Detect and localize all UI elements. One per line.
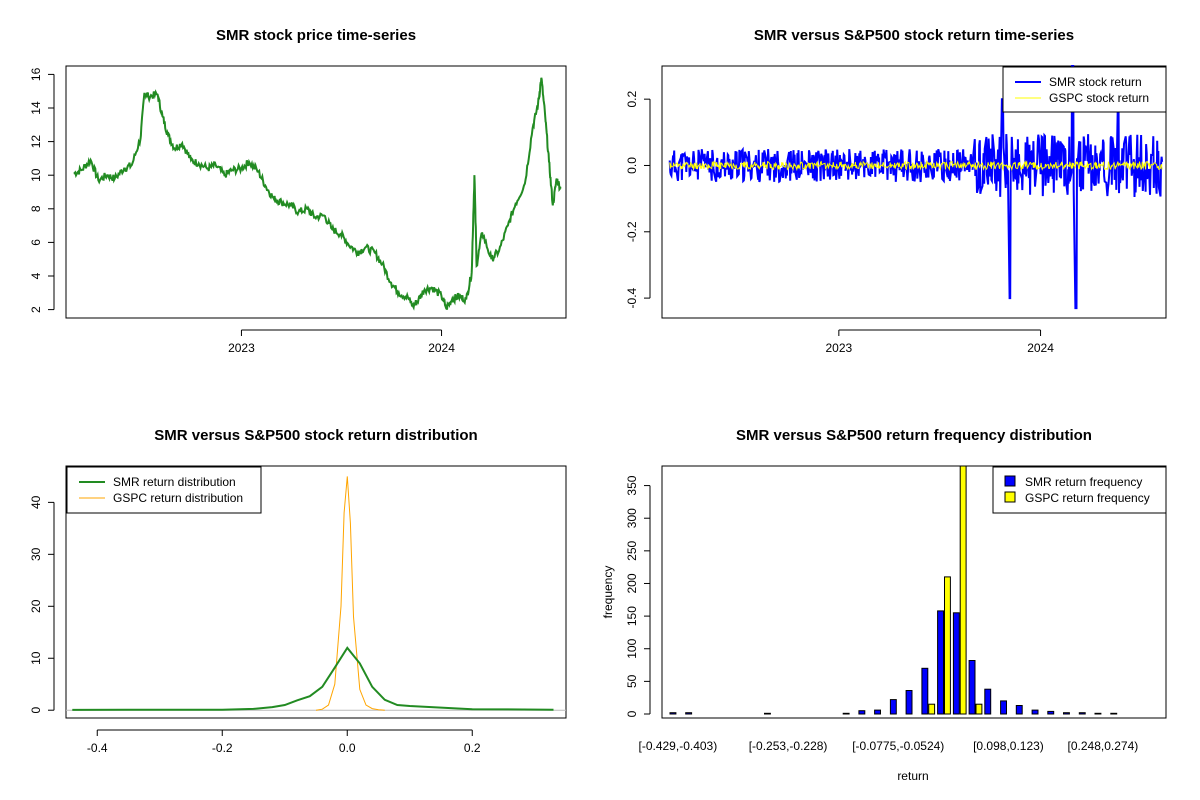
smr-freq-bar: [984, 688, 992, 715]
x-tick-label: [-0.0775,-0.0524): [852, 739, 944, 753]
gspc-freq-bar: [944, 576, 951, 715]
x-axis-title-return: return: [897, 769, 928, 783]
smr-freq-bar: [858, 710, 866, 715]
y-tick-label: -0.2: [625, 221, 639, 242]
legend-swatch-smr-freq: [1004, 475, 1016, 487]
y-tick-label: 0: [625, 710, 639, 717]
smr-freq-bar: [968, 660, 976, 715]
smr-freq-bar: [921, 667, 929, 715]
y-tick-label: 4: [29, 272, 43, 279]
smr-freq-bar: [1063, 712, 1070, 715]
smr-freq-bar: [1110, 712, 1118, 715]
legend-box-4: [992, 466, 1167, 514]
y-tick-label: -0.4: [625, 287, 639, 308]
gspc-return-line: [669, 159, 1163, 172]
plot-frame-3: [65, 465, 567, 719]
x-tick-label: 0.2: [464, 741, 481, 755]
y-tick-label: 0: [29, 707, 43, 714]
y-tick-label: 300: [625, 508, 639, 528]
legend-label-gspc-density: GSPC return distribution: [113, 491, 243, 505]
gspc-freq-bar: [975, 703, 983, 715]
y-tick-label: 350: [625, 475, 639, 495]
y-tick-label: 150: [625, 606, 639, 626]
smr-freq-bar: [952, 612, 960, 715]
smr-freq-bar: [1047, 710, 1055, 715]
y-tick-label: 0.0: [625, 157, 639, 174]
x-tick-label: 2024: [1027, 341, 1054, 355]
smr-freq-bar: [1015, 705, 1023, 715]
plot-frame-4: [661, 465, 1167, 719]
y-tick-label: 2: [29, 306, 43, 313]
y-tick-label: 10: [29, 651, 43, 665]
x-tick-label: 0.0: [339, 741, 356, 755]
y-tick-label: 14: [29, 101, 43, 115]
smr-freq-bar: [1078, 712, 1086, 715]
y-tick-label: 6: [29, 239, 43, 246]
legend-swatch-gspc-freq: [1004, 491, 1016, 503]
y-tick-label: 40: [29, 495, 43, 509]
legend-box-3: [66, 466, 262, 514]
smr-freq-bar: [842, 712, 850, 715]
y-tick-label: 0.2: [625, 90, 639, 107]
y-tick-label: 8: [29, 205, 43, 212]
y-tick-label: 16: [29, 67, 43, 81]
y-tick-label: 250: [625, 541, 639, 561]
y-tick-label: 200: [625, 573, 639, 593]
x-tick-label: 2023: [228, 341, 255, 355]
smr-freq-bar: [1031, 709, 1039, 715]
legend-label-smr-density: SMR return distribution: [113, 475, 236, 489]
plot-frame-1: [65, 65, 567, 319]
smr-freq-bar: [669, 712, 677, 715]
x-tick-label: 2023: [825, 341, 852, 355]
x-tick-label: [0.098,0.123): [973, 739, 1044, 753]
x-tick-label: -0.4: [87, 741, 108, 755]
y-tick-label: 20: [29, 599, 43, 613]
gspc-density-line: [315, 476, 385, 711]
smr-density-line: [72, 646, 554, 711]
y-tick-label: 30: [29, 547, 43, 561]
legend-label-gspc-return: GSPC stock return: [1049, 91, 1149, 105]
smr-freq-bar: [937, 610, 944, 715]
x-tick-label: [-0.253,-0.228): [749, 739, 828, 753]
x-tick-label: -0.2: [212, 741, 233, 755]
smr-freq-bar: [874, 709, 881, 715]
y-axis-title-frequency: frequency: [601, 566, 615, 619]
y-tick-label: 100: [625, 638, 639, 658]
legend-box-2: [1002, 66, 1167, 113]
smr-freq-bar: [1094, 712, 1102, 715]
smr-freq-bar: [1000, 700, 1007, 715]
smr-freq-bar: [889, 699, 897, 715]
y-tick-label: 10: [29, 168, 43, 182]
smr-freq-bar: [685, 712, 693, 715]
legend-label-smr-return: SMR stock return: [1049, 75, 1142, 89]
gspc-freq-bar: [928, 703, 936, 715]
smr-freq-bar: [764, 712, 771, 715]
y-tick-label: 50: [625, 674, 639, 688]
chart-2-title: SMR versus S&P500 stock return time-seri…: [754, 27, 1074, 44]
smr-return-line: [668, 65, 1164, 310]
chart-3-title: SMR versus S&P500 stock return distribut…: [154, 427, 477, 444]
plot-frame-2: [661, 65, 1167, 319]
chart-1-title: SMR stock price time-series: [216, 27, 416, 44]
smr-freq-bar: [905, 690, 913, 715]
x-tick-label: [-0.429,-0.403): [639, 739, 718, 753]
legend-label-smr-freq: SMR return frequency: [1025, 475, 1142, 489]
smr-price-line: [73, 77, 562, 311]
x-tick-label: [0.248,0.274): [1068, 739, 1139, 753]
y-tick-label: 12: [29, 135, 43, 149]
chart-4-title: SMR versus S&P500 return frequency distr…: [736, 427, 1092, 444]
x-tick-label: 2024: [428, 341, 455, 355]
legend-label-gspc-freq: GSPC return frequency: [1025, 491, 1150, 505]
gspc-freq-bar: [959, 465, 967, 715]
